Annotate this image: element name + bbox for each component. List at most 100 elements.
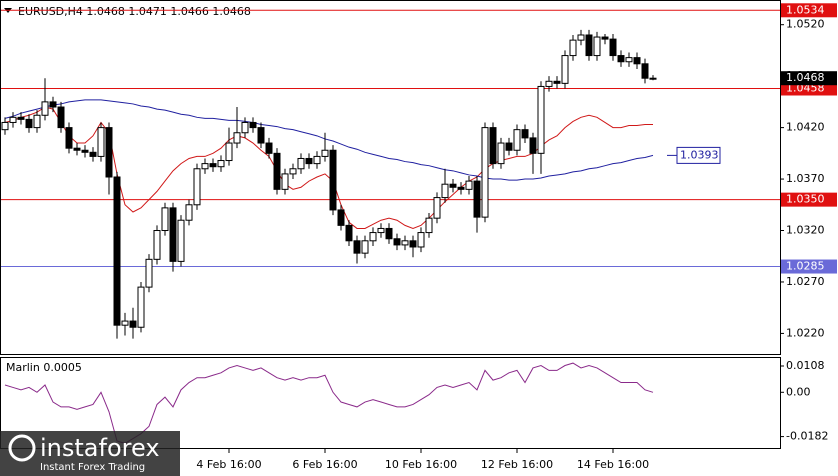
candle-body (41, 101, 49, 116)
candle-body (649, 77, 657, 80)
candle-body (521, 129, 529, 139)
y-tick-label: 1.0220 (786, 326, 825, 339)
candle-body (257, 127, 265, 144)
candle-body (329, 149, 337, 211)
candle-body (281, 173, 289, 190)
candle-body (337, 209, 345, 226)
indicator-title: Marlin 0.0005 (6, 361, 82, 374)
moving-average (4, 99, 654, 181)
candle-body (561, 55, 569, 84)
candle-body (193, 168, 201, 206)
y-tick-label: 1.0270 (786, 275, 825, 288)
candle-body (369, 232, 377, 242)
x-tick-label: 12 Feb 16:00 (481, 458, 553, 471)
x-tick-label: 6 Feb 16:00 (292, 458, 357, 471)
candle-body (57, 106, 65, 129)
watermark: instaforex Instant Forex Trading (0, 431, 180, 476)
level-label: 1.0534 (786, 3, 825, 16)
candle-body (73, 147, 81, 151)
candle-body (17, 116, 25, 120)
y-tick-label: 0.00 (786, 385, 811, 398)
candle-body (321, 149, 329, 157)
candle-body (297, 157, 305, 170)
candle-body (473, 180, 481, 218)
indicator-frame (0, 357, 781, 449)
candle-body (529, 137, 537, 154)
candle-body (9, 116, 17, 123)
level-label: 1.0285 (786, 260, 825, 273)
y-tick-label: -0.0182 (786, 430, 828, 443)
candle-body (25, 118, 33, 129)
candle-body (169, 207, 177, 262)
level-label-box (781, 3, 837, 18)
candle-body (81, 149, 89, 153)
candle-body (409, 240, 417, 248)
candle-body (313, 155, 321, 165)
candle-body (577, 34, 585, 41)
candle-body (425, 217, 433, 234)
candle-body (441, 183, 449, 199)
level-label: 1.0350 (786, 193, 825, 206)
x-tick-label: 4 Feb 16:00 (196, 458, 261, 471)
candle-body (609, 38, 617, 57)
candle-body (433, 197, 441, 219)
moving-average (4, 106, 653, 229)
candle-body (641, 63, 649, 79)
y-tick-label: 1.0370 (786, 172, 825, 185)
candle-body (465, 180, 473, 190)
candle-body (553, 80, 561, 84)
candle-body (289, 168, 297, 175)
last-price-label: 1.0468 (786, 71, 825, 84)
x-tick-label: 14 Feb 16:00 (577, 458, 649, 471)
ma-label-box (676, 146, 721, 164)
candle-body (393, 238, 401, 246)
candle-body (569, 39, 577, 57)
level-label-box (781, 192, 837, 207)
candle-body (137, 286, 145, 328)
candle-body (601, 36, 609, 40)
candle-body (585, 34, 593, 57)
candle-body (617, 55, 625, 63)
watermark-tagline: Instant Forex Trading (40, 462, 145, 473)
candle-body (49, 101, 57, 108)
candle-body (97, 127, 105, 157)
chart-title: EURUSD,H4 1.0468 1.0471 1.0466 1.0468 (18, 5, 251, 18)
watermark-logo (8, 434, 36, 462)
y-tick-label: 1.0420 (786, 121, 825, 134)
candle-body (633, 57, 641, 65)
candle-body (185, 204, 193, 221)
candle-body (249, 121, 257, 129)
y-tick-label: 1.0520 (786, 18, 825, 31)
candle-body (145, 258, 153, 288)
candle-body (305, 157, 313, 165)
candle-body (417, 232, 425, 248)
candle-body (345, 224, 353, 242)
candle-body (121, 320, 129, 326)
candle-body (361, 240, 369, 254)
y-tick-label: 0.0108 (786, 359, 825, 372)
candle-body (537, 85, 545, 154)
candle-body (217, 160, 225, 168)
candle-body (449, 183, 457, 188)
candle-body (241, 121, 249, 134)
candle-body (89, 151, 97, 157)
candle-body (385, 227, 393, 240)
candle-body (625, 57, 633, 63)
candle-body (153, 230, 161, 260)
last-price-box (781, 71, 837, 86)
watermark-brand: instaforex (40, 434, 160, 462)
candle-body (177, 219, 185, 262)
candle-body (593, 36, 601, 57)
candle-body (65, 127, 73, 149)
candle-body (457, 186, 465, 190)
candle-body (1, 121, 9, 131)
candle-body (129, 320, 137, 328)
candle-body (513, 129, 521, 151)
candle-body (113, 176, 121, 326)
candle-body (33, 114, 41, 129)
candle-body (233, 132, 241, 144)
x-tick-label: 10 Feb 16:00 (385, 458, 457, 471)
candle-body (273, 152, 281, 190)
candle-body (489, 127, 497, 165)
candle-body (225, 142, 233, 162)
